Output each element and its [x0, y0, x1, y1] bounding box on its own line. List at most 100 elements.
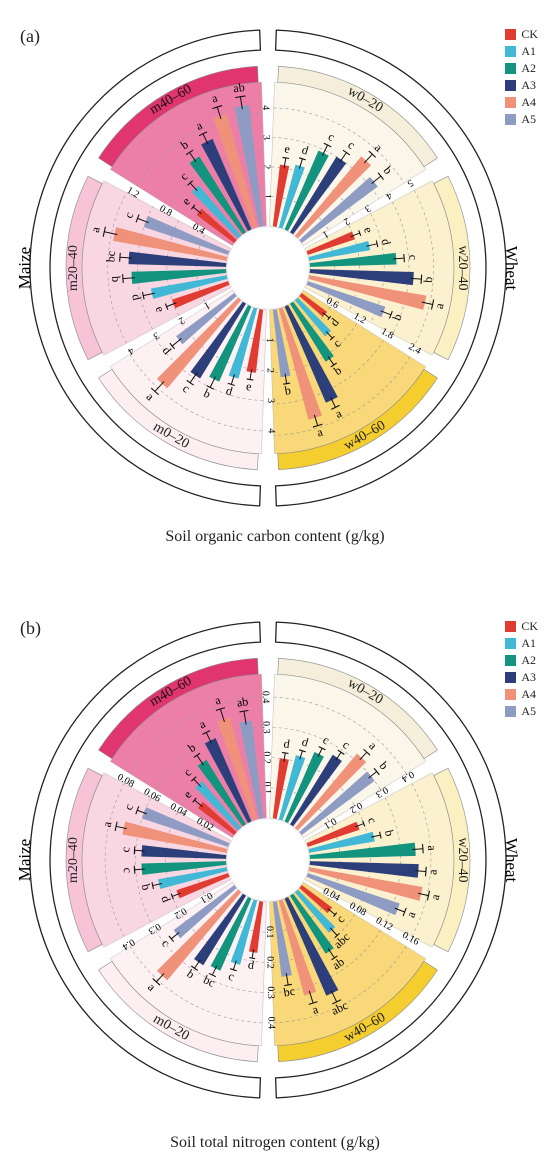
error-bar — [370, 834, 381, 838]
bar-a1 — [308, 831, 375, 853]
tick-label: 4 — [384, 190, 394, 202]
significance-letter: d — [158, 894, 173, 905]
significance-letter: d — [247, 957, 255, 972]
panel-b-label: (b) — [20, 618, 41, 638]
legend-label: CK — [521, 619, 538, 633]
bar-a3 — [190, 301, 247, 379]
error-bar — [283, 157, 287, 169]
error-cap — [119, 252, 121, 262]
bar-ck — [299, 293, 327, 317]
bar-a2 — [284, 150, 329, 232]
significance-letter: d — [300, 734, 310, 749]
sector-label-band — [65, 767, 103, 953]
error-cap — [331, 404, 340, 410]
tick-label: 0.6 — [324, 296, 340, 312]
bar-a2 — [309, 252, 397, 267]
sector-label-band — [98, 960, 259, 1063]
error-bar — [170, 931, 180, 940]
error-bar — [211, 965, 218, 976]
significance-letter: c — [118, 846, 132, 852]
legend-label: A1 — [521, 44, 536, 58]
legend-item-a2: A2 — [505, 60, 538, 77]
error-cap — [318, 746, 326, 751]
error-cap — [337, 749, 345, 755]
significance-letter: c — [321, 732, 332, 747]
sector-label-band — [277, 65, 438, 168]
error-cap — [420, 274, 423, 284]
bar-a4 — [122, 821, 228, 853]
error-bar — [193, 778, 202, 788]
error-bar — [137, 809, 147, 815]
significance-letter: d — [129, 293, 144, 302]
error-bar — [209, 376, 216, 388]
error-bar — [239, 96, 243, 110]
bar-a1 — [158, 867, 228, 890]
significance-letter: d — [379, 237, 394, 246]
error-bar — [243, 711, 247, 725]
tick-label: 1.8 — [379, 326, 395, 342]
error-cap — [186, 379, 194, 386]
bar-ck — [272, 164, 290, 227]
error-bar — [339, 152, 347, 163]
tick-label: 5 — [405, 177, 415, 189]
tick-label: 0.4 — [190, 221, 206, 237]
error-cap — [424, 866, 427, 877]
gridline — [358, 811, 371, 909]
error-bar — [155, 973, 165, 983]
error-cap — [332, 999, 342, 1005]
tick-label: 3 — [260, 135, 271, 140]
error-cap — [368, 150, 377, 158]
legend-item-a1: A1 — [505, 635, 538, 652]
bar-a1 — [150, 275, 228, 299]
error-cap — [215, 707, 226, 712]
error-bar — [152, 882, 163, 887]
error-bar — [119, 256, 132, 259]
tick-label: 3 — [363, 202, 373, 214]
bar-a3 — [194, 893, 247, 966]
error-bar — [122, 277, 135, 280]
significance-letter: ab — [232, 80, 245, 96]
gridline — [155, 338, 264, 401]
error-bar — [189, 182, 198, 192]
significance-letter: d — [224, 383, 234, 398]
significance-letter: a — [404, 909, 419, 920]
legend-item-a4: A4 — [505, 94, 538, 111]
significance-letter: a — [88, 225, 103, 234]
error-bar — [322, 312, 330, 319]
error-bar — [394, 907, 405, 913]
sector-label-band — [433, 175, 471, 361]
bar-a2 — [189, 156, 247, 235]
bar-a4 — [156, 889, 242, 981]
error-cap — [298, 749, 306, 753]
tick-label: 0.3 — [260, 721, 271, 734]
bar-a4 — [308, 275, 427, 310]
error-cap — [135, 214, 140, 223]
gridline — [271, 166, 355, 215]
error-cap — [141, 291, 145, 300]
tick-label: 0.4 — [265, 1017, 276, 1030]
bar-a5 — [176, 293, 237, 345]
bar-ck — [197, 801, 237, 835]
tick-label: 4 — [126, 345, 136, 357]
error-cap — [330, 362, 338, 368]
tick-label: 0.8 — [158, 203, 174, 219]
gridline — [273, 356, 411, 436]
bar-a2 — [141, 861, 227, 875]
tick-label: 0.4 — [260, 691, 271, 704]
bar-ck — [171, 281, 230, 309]
tick-label: 0.2 — [261, 751, 272, 764]
bar-a4 — [278, 307, 322, 420]
gridline — [272, 339, 384, 405]
bar-ck — [306, 231, 355, 255]
error-bar — [154, 381, 165, 392]
bar-a2 — [284, 751, 324, 824]
bar-a1 — [230, 899, 258, 965]
bar-a1 — [228, 307, 258, 379]
significance-letter: c — [406, 254, 420, 260]
sector-label-band — [433, 767, 471, 953]
error-cap — [190, 965, 199, 971]
significance-letter: c — [365, 815, 380, 825]
gridline — [271, 757, 356, 806]
error-cap — [342, 149, 351, 156]
tick-label: 3 — [151, 329, 161, 341]
